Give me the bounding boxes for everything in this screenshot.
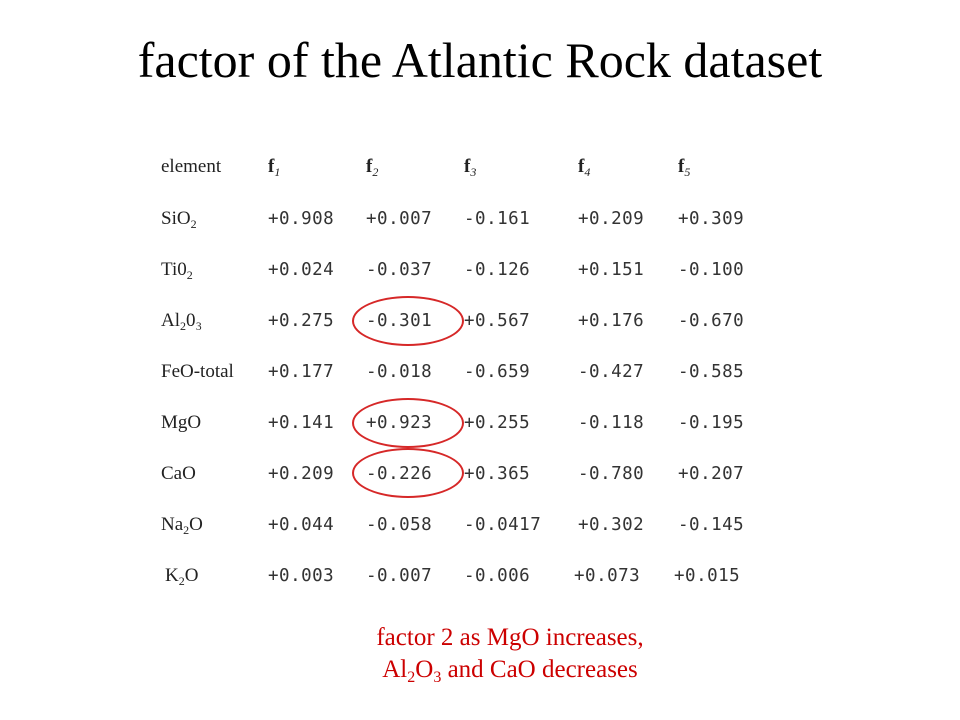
table-cell: +0.309 — [678, 209, 745, 229]
table-cell: +0.275 — [268, 311, 335, 331]
table-cell: +0.015 — [674, 566, 741, 586]
table-cell: -0.118 — [578, 413, 645, 433]
element-label: Ti02 — [161, 259, 193, 282]
table-cell: -0.007 — [366, 566, 433, 586]
table-cell: -0.780 — [578, 464, 645, 484]
header-f2: f2 — [366, 156, 379, 179]
table-cell: -0.670 — [678, 311, 745, 331]
caption-line-2: Al2O3 and CaO decreases — [382, 656, 638, 686]
header-f5: f5 — [678, 156, 691, 179]
table-cell: +0.567 — [464, 311, 531, 331]
table-cell: +0.302 — [578, 515, 645, 535]
table-cell: +0.255 — [464, 413, 531, 433]
highlight-circle-al2o3 — [352, 296, 464, 346]
table-cell: -0.145 — [678, 515, 745, 535]
table-cell: -0.006 — [464, 566, 531, 586]
table-cell: +0.007 — [366, 209, 433, 229]
table-cell: -0.100 — [678, 260, 745, 280]
header-element: element — [161, 156, 222, 177]
table-cell: +0.209 — [578, 209, 645, 229]
table-cell: +0.024 — [268, 260, 335, 280]
table-cell: +0.141 — [268, 413, 335, 433]
table-cell: -0.0417 — [464, 515, 542, 535]
table-cell: -0.161 — [464, 209, 531, 229]
table-cell: -0.126 — [464, 260, 531, 280]
table-cell: +0.365 — [464, 464, 531, 484]
element-label: CaO — [161, 463, 196, 484]
table-cell: -0.585 — [678, 362, 745, 382]
element-label: SiO2 — [161, 208, 197, 231]
table-cell: -0.195 — [678, 413, 745, 433]
element-label: K2O — [165, 565, 199, 588]
table-cell: +0.207 — [678, 464, 745, 484]
table-cell: -0.659 — [464, 362, 531, 382]
header-f3: f3 — [464, 156, 477, 179]
table-cell: +0.003 — [268, 566, 335, 586]
element-label: Na2O — [161, 514, 203, 537]
table-cell: +0.176 — [578, 311, 645, 331]
table-cell: +0.177 — [268, 362, 335, 382]
factor-table: element f1 f2 f3 f4 f5 SiO2 +0.908 +0.007 -… — [152, 140, 792, 605]
header-f1: f1 — [268, 156, 281, 179]
table-cell: -0.058 — [366, 515, 433, 535]
table-cell: +0.209 — [268, 464, 335, 484]
caption-line-1: factor 2 as MgO increases, — [376, 624, 644, 651]
element-label: Al20₃ — [161, 310, 203, 333]
highlight-circle-mgo — [352, 398, 464, 448]
table-cell: -0.427 — [578, 362, 645, 382]
caption: factor 2 as MgO increases, Al2O3 and CaO… — [300, 622, 720, 694]
header-f4: f4 — [578, 156, 591, 179]
table-cell: -0.018 — [366, 362, 433, 382]
table-cell: -0.037 — [366, 260, 433, 280]
table-cell: +0.044 — [268, 515, 335, 535]
slide-title: factor of the Atlantic Rock dataset — [137, 32, 823, 88]
table-cell: +0.151 — [578, 260, 645, 280]
element-label: MgO — [161, 412, 202, 433]
highlight-circle-cao — [352, 448, 464, 498]
table-cell: +0.908 — [268, 209, 335, 229]
element-label: FeO-total — [161, 361, 234, 382]
table-cell: +0.073 — [574, 566, 641, 586]
